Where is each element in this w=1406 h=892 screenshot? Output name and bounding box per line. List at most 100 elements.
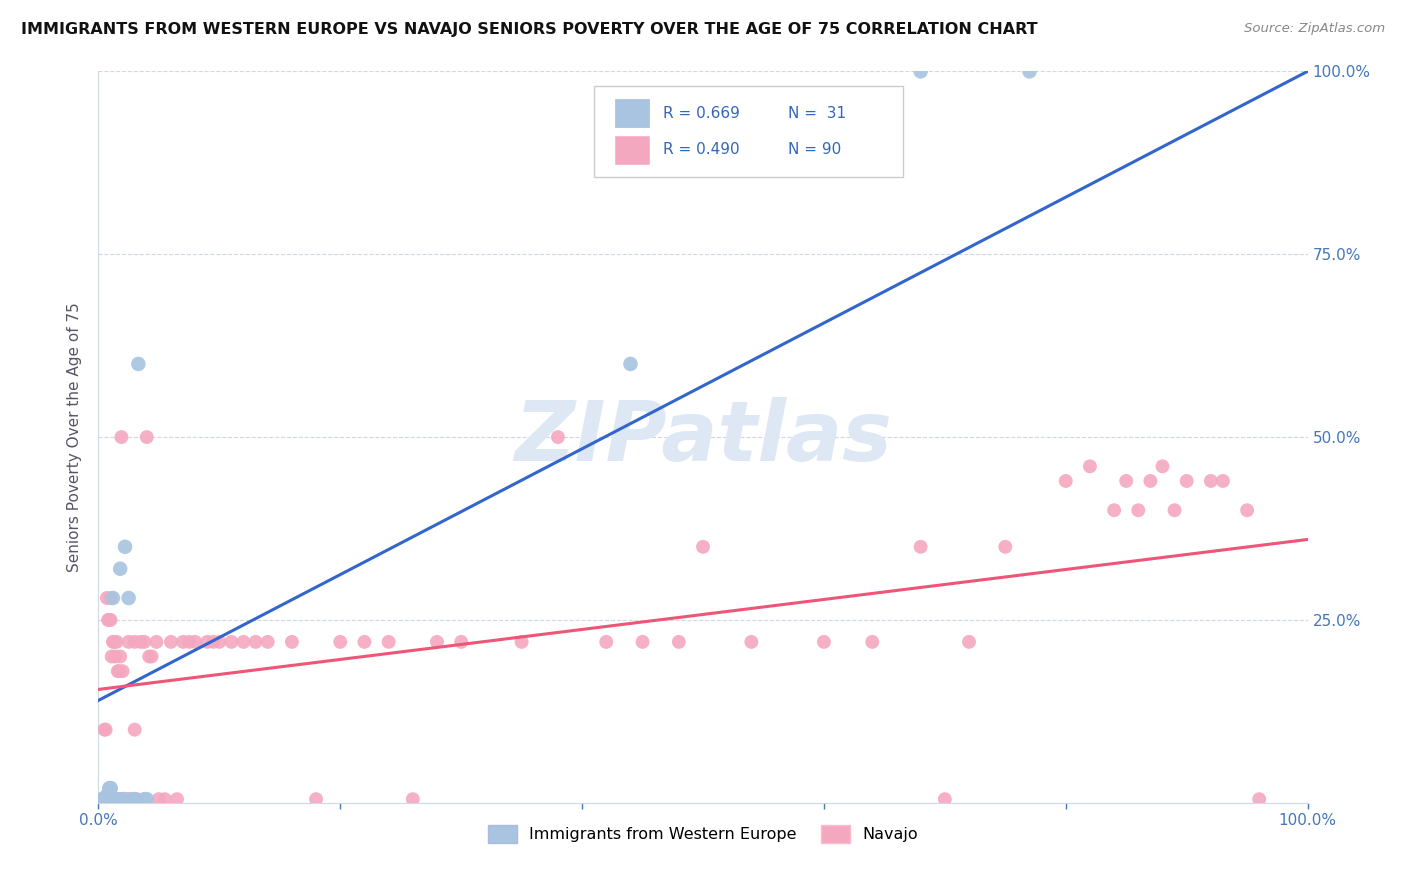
Point — [101, 635, 124, 649]
Point — [1102, 503, 1125, 517]
Point — [547, 430, 569, 444]
Point — [1249, 792, 1271, 806]
Point — [94, 792, 117, 806]
Point — [1212, 474, 1234, 488]
Point — [96, 792, 118, 806]
Point — [329, 635, 352, 649]
Point — [98, 792, 121, 806]
Point — [145, 635, 167, 649]
Point — [860, 635, 883, 649]
Point — [100, 781, 122, 796]
Point — [148, 792, 170, 806]
Point — [179, 635, 201, 649]
Point — [97, 613, 120, 627]
Point — [100, 649, 122, 664]
Point — [96, 591, 118, 605]
Point — [107, 664, 129, 678]
Point — [245, 635, 267, 649]
Point — [111, 664, 134, 678]
Point — [105, 792, 128, 806]
Point — [166, 792, 188, 806]
Text: N = 90: N = 90 — [787, 142, 841, 157]
Point — [402, 792, 425, 806]
Point — [377, 635, 399, 649]
Point — [1163, 503, 1185, 517]
Point — [813, 635, 835, 649]
Point — [93, 792, 115, 806]
Point — [101, 591, 124, 605]
Point — [97, 789, 120, 803]
Point — [934, 792, 956, 806]
Point — [98, 613, 121, 627]
Point — [138, 649, 160, 664]
Point — [94, 792, 117, 806]
Point — [104, 792, 127, 806]
Point — [107, 792, 129, 806]
Point — [1078, 459, 1101, 474]
Y-axis label: Seniors Poverty Over the Age of 75: Seniors Poverty Over the Age of 75 — [67, 302, 83, 572]
Point — [93, 723, 115, 737]
Point — [994, 540, 1017, 554]
Point — [619, 357, 641, 371]
Point — [103, 792, 125, 806]
Point — [510, 635, 533, 649]
Point — [910, 64, 932, 78]
Point — [101, 792, 124, 806]
Point — [208, 635, 231, 649]
Point — [124, 792, 146, 806]
Point — [121, 792, 143, 806]
Point — [98, 781, 121, 796]
Point — [172, 635, 194, 649]
Point — [94, 723, 117, 737]
Point — [195, 635, 218, 649]
Point — [1018, 64, 1040, 78]
Point — [111, 792, 134, 806]
Point — [111, 792, 134, 806]
Point — [121, 792, 143, 806]
Point — [114, 540, 136, 554]
FancyBboxPatch shape — [614, 99, 648, 127]
Text: ZIPatlas: ZIPatlas — [515, 397, 891, 477]
Text: R = 0.669: R = 0.669 — [664, 105, 740, 120]
Point — [127, 792, 149, 806]
Point — [134, 635, 156, 649]
FancyBboxPatch shape — [614, 136, 648, 163]
Point — [93, 792, 115, 806]
Point — [957, 635, 980, 649]
Point — [353, 635, 375, 649]
Point — [94, 792, 117, 806]
Point — [450, 635, 472, 649]
Point — [129, 635, 152, 649]
Point — [124, 635, 146, 649]
Point — [110, 430, 132, 444]
Point — [98, 792, 121, 806]
Point — [100, 792, 122, 806]
Point — [160, 635, 183, 649]
Point — [305, 792, 328, 806]
Point — [108, 792, 131, 806]
Point — [117, 792, 139, 806]
Point — [184, 635, 207, 649]
Point — [426, 635, 449, 649]
Point — [104, 792, 127, 806]
Legend: Immigrants from Western Europe, Navajo: Immigrants from Western Europe, Navajo — [481, 819, 925, 850]
Point — [595, 635, 617, 649]
Point — [256, 635, 278, 649]
Point — [96, 792, 118, 806]
Point — [1139, 474, 1161, 488]
Point — [910, 540, 932, 554]
Point — [100, 792, 122, 806]
Point — [1152, 459, 1174, 474]
Point — [153, 792, 176, 806]
Point — [740, 635, 762, 649]
Point — [141, 649, 163, 664]
Point — [105, 792, 128, 806]
Point — [104, 649, 127, 664]
Point — [105, 635, 128, 649]
Point — [103, 792, 125, 806]
Point — [221, 635, 243, 649]
Point — [1236, 503, 1258, 517]
Point — [135, 792, 157, 806]
Point — [134, 792, 156, 806]
Text: N =  31: N = 31 — [787, 105, 846, 120]
